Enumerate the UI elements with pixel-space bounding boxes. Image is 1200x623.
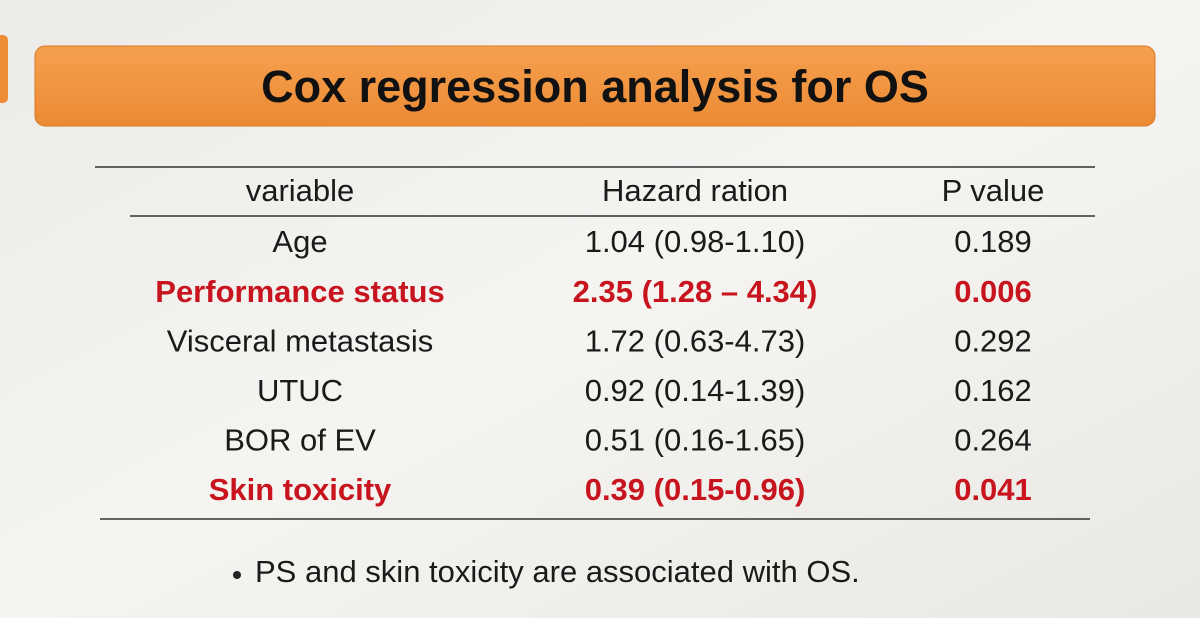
table-cell: 0.189 (954, 224, 1032, 259)
column-header: variable (246, 173, 355, 208)
table-cell: Skin toxicity (209, 472, 392, 507)
note: PS and skin toxicity are associated with… (255, 554, 860, 589)
table-cell: 0.39 (0.15-0.96) (585, 472, 806, 507)
table-cell: 0.041 (954, 472, 1032, 507)
table-cell: Performance status (155, 274, 444, 309)
table-cell: 2.35 (1.28 – 4.34) (573, 274, 818, 309)
table-cell: BOR of EV (224, 423, 376, 458)
table-cell: 0.92 (0.14-1.39) (585, 373, 806, 408)
table-cell: Age (272, 224, 327, 259)
table-cell: 0.51 (0.16-1.65) (585, 423, 806, 458)
edge-tab (0, 35, 8, 103)
table-cell: 1.72 (0.63-4.73) (585, 323, 806, 358)
title: Cox regression analysis for OS (261, 61, 929, 112)
table-cell: Visceral metastasis (167, 323, 433, 358)
table-cell: 0.006 (954, 274, 1032, 309)
bullet (233, 571, 241, 579)
table-cell: 0.292 (954, 323, 1032, 358)
table-cell: 1.04 (0.98-1.10) (585, 224, 806, 259)
table-cell: 0.162 (954, 373, 1032, 408)
table-cell: 0.264 (954, 423, 1032, 458)
column-header: P value (942, 173, 1045, 208)
title-banner (34, 45, 1156, 127)
table-cell: UTUC (257, 373, 343, 408)
column-header: Hazard ration (602, 173, 788, 208)
